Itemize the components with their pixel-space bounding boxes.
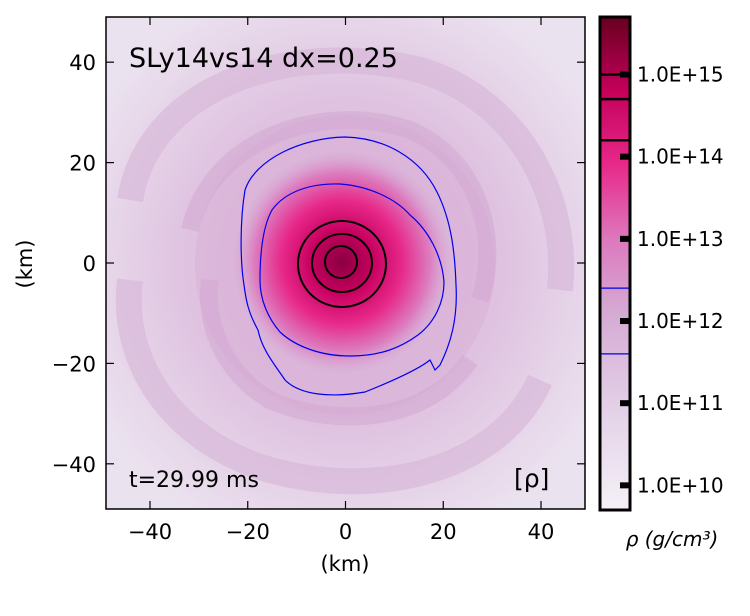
chart-title: SLy14vs14 dx=0.25 — [129, 43, 398, 74]
y-axis-label: (km) — [13, 239, 37, 288]
blue-contour-inner — [259, 183, 445, 357]
x-axis-label: (km) — [320, 552, 369, 576]
y-tick-label: −40 — [52, 453, 96, 477]
colorbar-tick-label: 1.0E+10 — [637, 473, 724, 497]
x-tick-label: 0 — [339, 520, 352, 544]
y-tick-label: 20 — [69, 152, 96, 176]
x-tick-label: 40 — [528, 520, 555, 544]
colorbar-tick — [620, 235, 630, 242]
colorbar-tick — [620, 482, 630, 489]
colorbar-tick-label: 1.0E+11 — [637, 391, 724, 415]
black-contour-1 — [297, 220, 387, 308]
axis-ticks — [106, 17, 585, 509]
density-field — [106, 17, 585, 509]
colorbar-tick-label: 1.0E+12 — [637, 309, 724, 333]
colorbar-label: ρ (g/cm³) — [626, 527, 719, 551]
time-annotation: t=29.99 ms — [129, 468, 259, 493]
y-tick-label: −20 — [52, 352, 96, 376]
y-tick-label: 40 — [69, 51, 96, 75]
colorbar: 1.0E+10 1.0E+11 1.0E+12 1.0E+13 1.0E+14 1.0E+… — [598, 15, 724, 551]
colorbar-tick-label: 1.0E+15 — [637, 63, 724, 87]
x-tick-label: −40 — [128, 520, 172, 544]
blue-contour-outer — [240, 136, 457, 396]
colorbar-tick — [620, 153, 630, 160]
x-tick-label: 20 — [430, 520, 457, 544]
colorbar-tick-label: 1.0E+13 — [637, 227, 724, 251]
colorbar-tick — [620, 318, 630, 325]
axis-tick-labels: −40 −20 0 20 40 −40 −20 0 20 40 — [52, 51, 555, 544]
x-tick-label: −20 — [226, 520, 270, 544]
y-tick-label: 0 — [83, 252, 96, 276]
black-contour-3 — [324, 245, 358, 279]
black-contour-2 — [311, 233, 373, 293]
colorbar-tick-label: 1.0E+14 — [637, 145, 724, 169]
colorbar-tick — [620, 400, 630, 407]
colorbar-tick — [620, 71, 630, 78]
field-label: [ρ] — [514, 464, 549, 493]
